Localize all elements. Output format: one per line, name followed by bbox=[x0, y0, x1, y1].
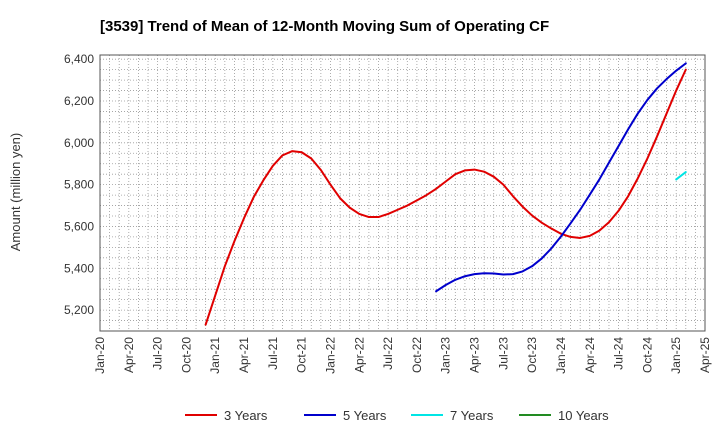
x-tick-label: Oct-20 bbox=[179, 337, 193, 373]
legend-label: 10 Years bbox=[558, 408, 609, 423]
x-tick-label: Jan-20 bbox=[93, 337, 107, 374]
x-tick-label: Apr-25 bbox=[698, 337, 712, 373]
y-tick-label: 5,600 bbox=[64, 219, 94, 233]
x-tick-label: Jul-24 bbox=[612, 337, 626, 370]
legend: 3 Years 5 Years 7 Years 10 Years bbox=[185, 408, 609, 423]
series-lines bbox=[204, 62, 687, 326]
x-tick-label: Jul-20 bbox=[151, 337, 165, 370]
x-tick-label: Jan-25 bbox=[669, 337, 683, 374]
x-tick-label: Apr-24 bbox=[583, 337, 597, 373]
chart-title: [3539] Trend of Mean of 12-Month Moving … bbox=[100, 18, 549, 35]
x-tick-label: Jan-22 bbox=[323, 337, 337, 374]
y-tick-label: 6,400 bbox=[64, 52, 94, 66]
y-tick-label: 5,200 bbox=[64, 303, 94, 317]
series-line-3-years bbox=[204, 68, 687, 326]
x-axis-ticks: Jan-20 Apr-20 Jul-20 Oct-20 Jan-21 Apr-21 Jul-… bbox=[93, 337, 712, 374]
legend-label: 3 Years bbox=[224, 408, 268, 423]
x-tick-label: Oct-21 bbox=[295, 337, 309, 373]
x-tick-label: Apr-22 bbox=[352, 337, 366, 373]
grid-lines bbox=[100, 55, 705, 331]
x-tick-label: Jul-21 bbox=[266, 337, 280, 370]
x-tick-label: Oct-23 bbox=[525, 337, 539, 373]
x-tick-label: Jul-23 bbox=[496, 337, 510, 370]
x-tick-label: Apr-20 bbox=[122, 337, 136, 373]
y-tick-label: 5,800 bbox=[64, 178, 94, 192]
legend-label: 5 Years bbox=[343, 408, 387, 423]
x-tick-label: Jan-24 bbox=[554, 337, 568, 374]
plot-frame bbox=[99, 54, 706, 332]
y-axis-ticks: 5,200 5,400 5,600 5,800 6,000 6,200 6,400 bbox=[64, 52, 94, 317]
x-tick-label: Oct-22 bbox=[410, 337, 424, 373]
y-tick-label: 5,400 bbox=[64, 261, 94, 275]
y-axis-label: Amount (million yen) bbox=[8, 133, 23, 252]
y-tick-label: 6,000 bbox=[64, 136, 94, 150]
x-tick-label: Jul-22 bbox=[381, 337, 395, 370]
series-line-7-years bbox=[675, 171, 687, 181]
x-tick-label: Jan-23 bbox=[439, 337, 453, 374]
legend-label: 7 Years bbox=[450, 408, 494, 423]
x-tick-label: Jan-21 bbox=[208, 337, 222, 374]
x-tick-label: Oct-24 bbox=[640, 337, 654, 373]
x-tick-label: Apr-21 bbox=[237, 337, 251, 373]
series-line-5-years bbox=[435, 62, 687, 293]
y-tick-label: 6,200 bbox=[64, 94, 94, 108]
x-tick-label: Apr-23 bbox=[468, 337, 482, 373]
